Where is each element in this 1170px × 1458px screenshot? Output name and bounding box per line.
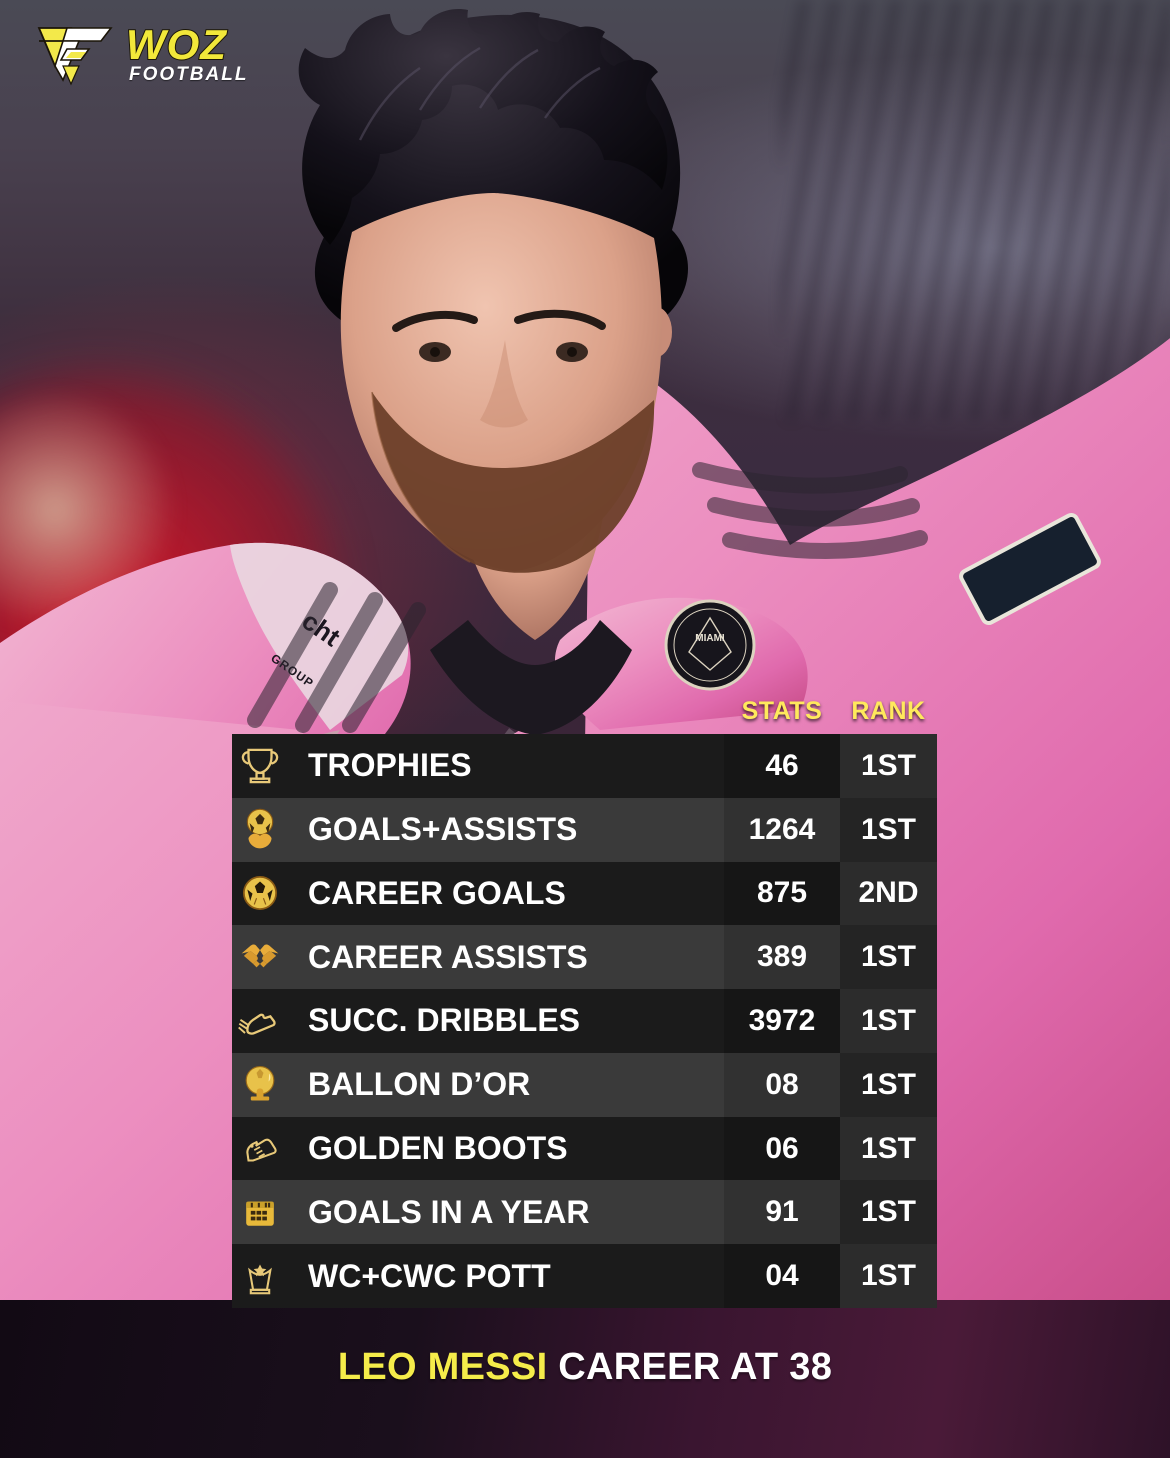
svg-text:MIAMI: MIAMI	[695, 633, 725, 644]
